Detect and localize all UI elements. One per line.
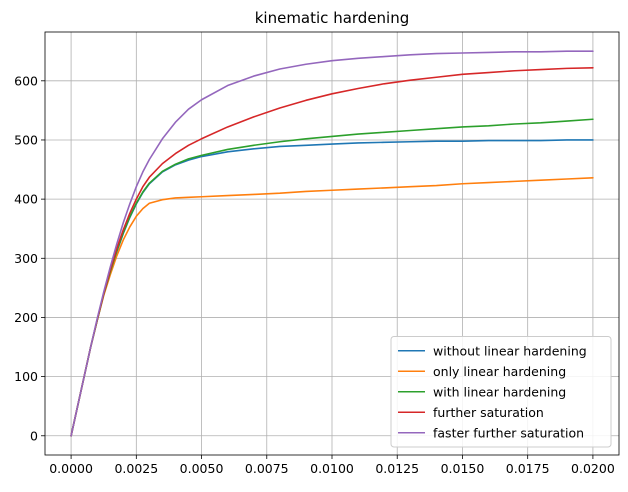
- axis-ticks: 0.0000 0.0025 0.0050 0.0075 0.0100 0.0125 0.01…: [14, 73, 615, 476]
- y-tick-label: 300: [14, 251, 38, 266]
- series-line-5: [70, 50, 594, 437]
- legend: without linear hardening only linear hard…: [390, 336, 612, 448]
- x-tick-label: 0.0025: [114, 461, 158, 476]
- y-tick-label: 200: [14, 310, 38, 325]
- x-tick-label: 0.0150: [441, 461, 485, 476]
- x-tick-label: 0.0050: [180, 461, 224, 476]
- x-tick-label: 0.0075: [245, 461, 289, 476]
- y-tick-label: 400: [14, 192, 38, 207]
- legend-label: with linear hardening: [433, 384, 566, 399]
- y-tick-label: 0: [30, 428, 38, 443]
- legend-label: only linear hardening: [433, 364, 566, 379]
- series-lines: [70, 50, 594, 437]
- legend-label: further saturation: [433, 405, 544, 420]
- x-tick-label: 0.0100: [310, 461, 354, 476]
- chart-title: kinematic hardening: [255, 9, 410, 27]
- y-tick-label: 100: [14, 369, 38, 384]
- x-tick-label: 0.0175: [506, 461, 550, 476]
- legend-box: [390, 336, 612, 448]
- x-tick-label: 0.0200: [571, 461, 615, 476]
- y-tick-label: 600: [14, 73, 38, 88]
- legend-label: faster further saturation: [433, 425, 584, 440]
- x-tick-label: 0.0125: [375, 461, 419, 476]
- y-tick-label: 500: [14, 132, 38, 147]
- legend-label: without linear hardening: [433, 343, 587, 358]
- x-tick-label: 0.0000: [49, 461, 93, 476]
